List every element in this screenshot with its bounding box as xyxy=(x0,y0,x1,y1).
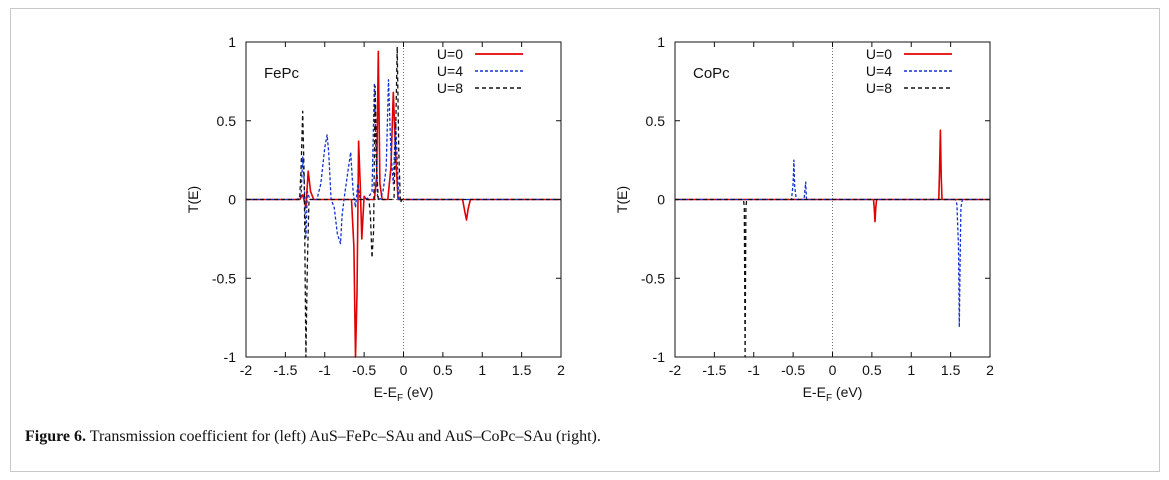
figure-caption: Figure 6. Transmission coefficient for (… xyxy=(25,428,601,446)
legend-label: U=8 xyxy=(437,80,463,96)
x-tick-label: 0 xyxy=(400,362,408,378)
caption-label: Figure 6. xyxy=(25,428,87,445)
y-tick-label: -1 xyxy=(653,349,666,365)
y-tick-label: 0 xyxy=(657,192,665,208)
legend-label: U=0 xyxy=(437,46,463,62)
x-tick-label: -1.5 xyxy=(702,362,726,378)
x-tick-label: -1 xyxy=(748,362,761,378)
y-tick-label: 1 xyxy=(657,34,665,50)
y-tick-label: -0.5 xyxy=(641,270,665,286)
chart-panel-copc: -2 -1.5 -1 -0.5 0 0.5 1 1.5 2 -1 -0.5 0 0.5 1 E-EF (eV… xyxy=(614,34,994,404)
x-tick-label: 1.5 xyxy=(941,362,961,378)
x-tick-label: -2 xyxy=(240,362,253,378)
legend-label: U=0 xyxy=(866,46,892,62)
legend-label: U=4 xyxy=(437,63,463,79)
series-line-u4 xyxy=(675,159,990,328)
chart-panel-fepc: -2 -1.5 -1 -0.5 0 0.5 1 1.5 2 -1 -0.5 0 0.5 1 E-EF (eV… xyxy=(185,34,565,404)
y-tick-label: 0.5 xyxy=(217,113,237,129)
series-line-u8 xyxy=(246,46,561,358)
y-tick-label: -0.5 xyxy=(212,270,236,286)
y-tick-label: 0 xyxy=(228,192,236,208)
y-tick-label: -1 xyxy=(224,349,237,365)
x-axis-label: E-EF (eV) xyxy=(803,384,863,404)
panel-label: FePc xyxy=(264,65,300,82)
y-tick-label: 1 xyxy=(228,34,236,50)
x-tick-label: -1.5 xyxy=(273,362,297,378)
x-tick-label: -0.5 xyxy=(781,362,805,378)
x-tick-label: 1 xyxy=(478,362,486,378)
x-tick-label: 0.5 xyxy=(862,362,882,378)
series-line-u0 xyxy=(675,129,990,223)
legend-label: U=8 xyxy=(866,80,892,96)
figure-frame xyxy=(10,8,1160,472)
x-tick-label: -2 xyxy=(669,362,682,378)
x-tick-label: -0.5 xyxy=(352,362,376,378)
x-tick-label: 2 xyxy=(557,362,565,378)
x-axis-label: E-EF (eV) xyxy=(374,384,434,404)
panel-label: CoPc xyxy=(693,65,730,82)
x-tick-label: 0.5 xyxy=(433,362,453,378)
series-line-u4 xyxy=(246,79,561,245)
y-tick-label: 0.5 xyxy=(646,113,666,129)
figure-svg: -2 -1.5 -1 -0.5 0 0.5 1 1.5 2 -1 -0.5 0 0.5 1 E-EF (eV… xyxy=(185,34,994,404)
x-tick-label: 1 xyxy=(907,362,915,378)
legend-label: U=4 xyxy=(866,63,892,79)
x-tick-label: -1 xyxy=(319,362,332,378)
x-tick-label: 0 xyxy=(829,362,837,378)
x-tick-label: 2 xyxy=(986,362,994,378)
y-axis-label: T(E) xyxy=(614,186,630,213)
x-tick-label: 1.5 xyxy=(512,362,532,378)
caption-text: Transmission coefficient for (left) AuS–… xyxy=(89,428,601,445)
y-axis-label: T(E) xyxy=(185,186,201,213)
